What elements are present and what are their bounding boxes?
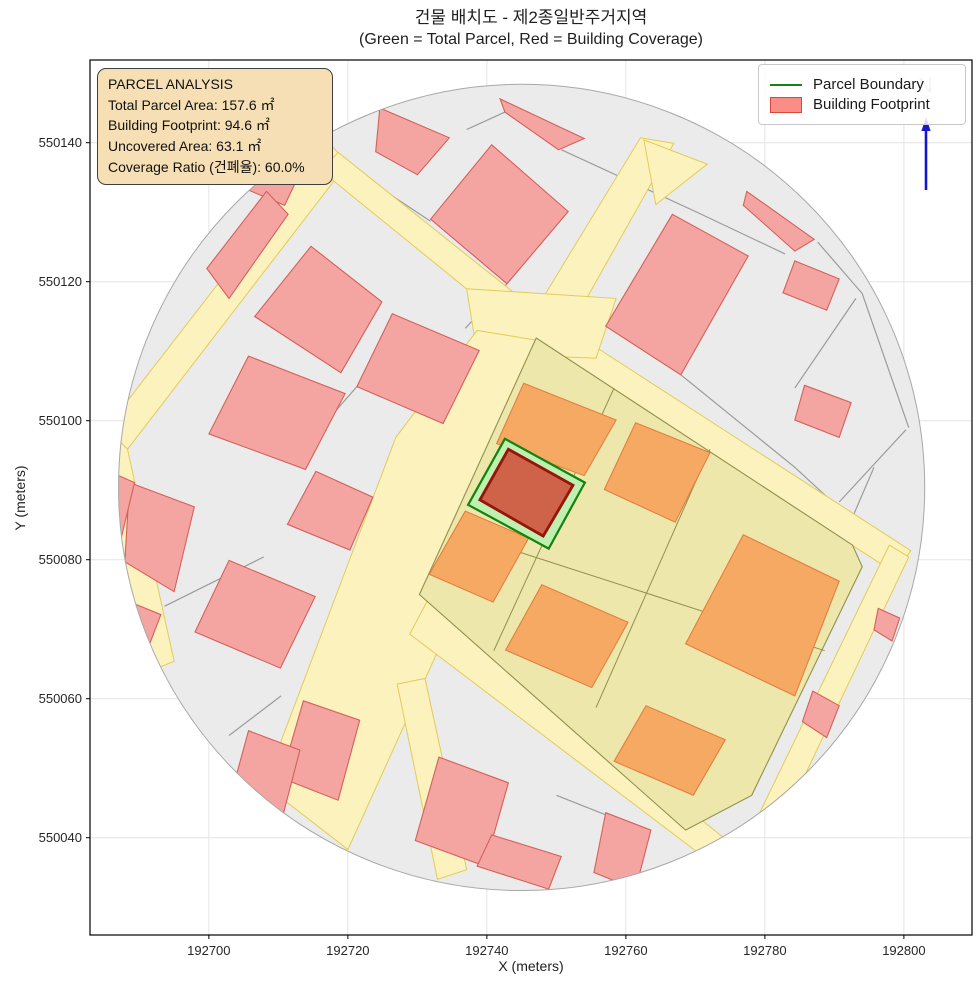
building-pink bbox=[782, 260, 840, 311]
building-pink bbox=[801, 690, 840, 739]
building-pink bbox=[206, 190, 289, 300]
figure-title-line2: (Green = Total Parcel, Red = Building Co… bbox=[359, 31, 703, 49]
building-pink bbox=[499, 97, 586, 151]
x-tick-label: 192720 bbox=[326, 943, 369, 958]
x-tick-label: 192800 bbox=[882, 943, 925, 958]
building-pink bbox=[356, 312, 480, 425]
parcel-boundary-line bbox=[228, 695, 282, 736]
building-pink bbox=[873, 607, 901, 642]
parcel-boundary-line bbox=[556, 794, 606, 816]
figure-title: 건물 배치도 - 제2종일반주거지역 (Green = Total Parcel… bbox=[90, 7, 972, 51]
building-pink bbox=[429, 144, 569, 285]
y-tick-label: 550060 bbox=[39, 691, 82, 706]
building-pink bbox=[286, 470, 374, 551]
building-orange bbox=[603, 422, 711, 523]
building-pink bbox=[912, 565, 925, 647]
building-pink bbox=[194, 559, 316, 669]
building-pink bbox=[208, 355, 346, 471]
y-tick-label: 550100 bbox=[39, 413, 82, 428]
building-footprint-patch-swatch bbox=[769, 96, 803, 113]
parcel-analysis-heading: PARCEL ANALYSIS bbox=[108, 76, 234, 92]
y-tick-label: 550080 bbox=[39, 552, 82, 567]
x-tick-label: 192740 bbox=[465, 943, 508, 958]
uncovered-area-line: Uncovered Area: 63.1 ㎡ bbox=[108, 138, 262, 155]
target-building-footprint bbox=[477, 447, 575, 539]
x-tick-label: 192700 bbox=[187, 943, 230, 958]
building-footprint-line: Building Footprint: 94.6 ㎡ bbox=[108, 117, 270, 134]
clip-circle-outline bbox=[117, 83, 926, 892]
legend-item-parcel-boundary: Parcel Boundary bbox=[769, 76, 955, 93]
parcel-boundary-line bbox=[466, 111, 506, 131]
x-axis-label: X (meters) bbox=[498, 958, 564, 974]
parcel-boundary-line-swatch bbox=[769, 83, 803, 86]
figure-title-line1: 건물 배치도 - 제2종일반주거지역 bbox=[414, 8, 648, 27]
building-pink bbox=[794, 384, 852, 439]
legend-label-building-footprint: Building Footprint bbox=[813, 96, 930, 113]
building-pink bbox=[476, 834, 562, 890]
coverage-ratio-line: Coverage Ratio (건폐율): 60.0% bbox=[108, 158, 305, 175]
total-parcel-area-line: Total Parcel Area: 157.6 ㎡ bbox=[108, 96, 275, 113]
legend-label-parcel-boundary: Parcel Boundary bbox=[813, 76, 924, 93]
y-tick-label: 550140 bbox=[39, 135, 82, 150]
axis-ticks: 192700 192720 192740 192760 192780 192800 5500… bbox=[39, 135, 926, 958]
parcel-boundary-line bbox=[838, 429, 907, 503]
axes-spines bbox=[89, 59, 973, 936]
x-tick-label: 192780 bbox=[743, 943, 786, 958]
building-pink bbox=[253, 245, 383, 374]
building-pink bbox=[604, 213, 749, 376]
building-orange bbox=[428, 510, 530, 603]
road-polygon bbox=[643, 139, 709, 206]
parcel-boundary-line bbox=[164, 556, 265, 607]
parcel-boundary-line bbox=[794, 298, 857, 389]
building-orange bbox=[504, 583, 629, 689]
x-tick-label: 192760 bbox=[604, 943, 647, 958]
parcel-boundary-line bbox=[817, 241, 910, 428]
map-area bbox=[118, 84, 925, 891]
legend-item-building-footprint: Building Footprint bbox=[769, 96, 955, 113]
building-pink bbox=[375, 107, 451, 176]
y-tick-label: 550040 bbox=[39, 830, 82, 845]
y-axis-label: Y (meters) bbox=[12, 465, 28, 531]
building-orange bbox=[684, 533, 840, 697]
building-orange bbox=[613, 705, 727, 796]
block-lane-line bbox=[595, 448, 711, 708]
legend: Parcel Boundary Building Footprint bbox=[758, 64, 966, 125]
building-pink bbox=[742, 190, 816, 252]
parcel-analysis-box: PARCEL ANALYSIS Total Parcel Area: 157.6… bbox=[97, 68, 333, 185]
building-pink bbox=[124, 481, 195, 593]
y-tick-label: 550120 bbox=[39, 274, 82, 289]
parcel-boundary-line bbox=[560, 149, 786, 255]
